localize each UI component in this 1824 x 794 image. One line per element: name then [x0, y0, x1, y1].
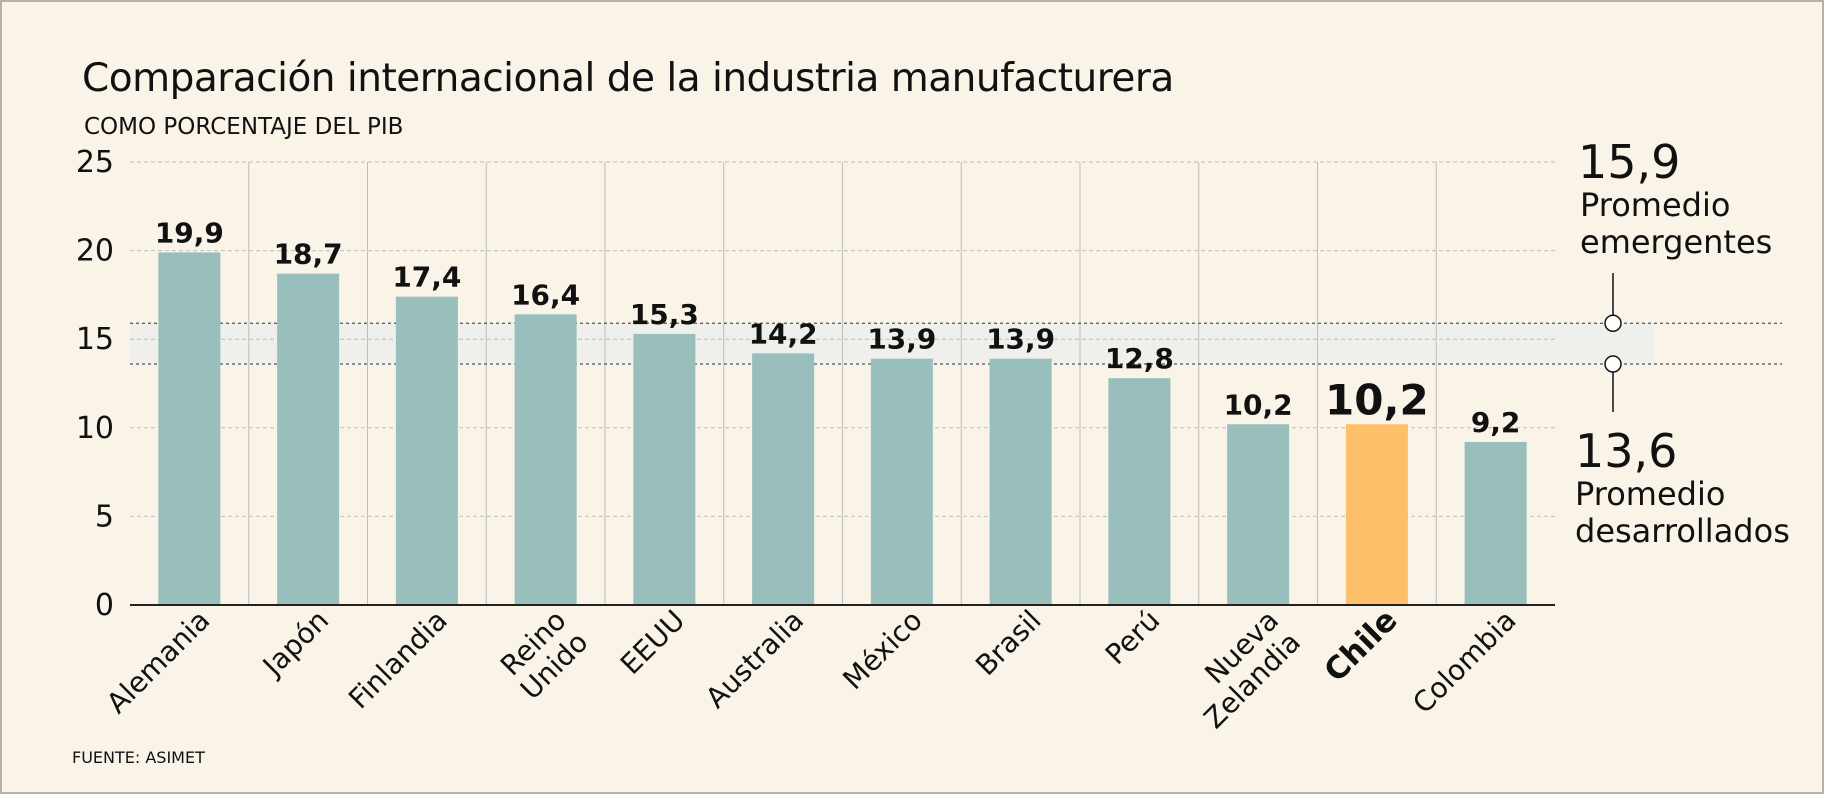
bar-chile	[1345, 424, 1408, 605]
category-label-line: México	[836, 604, 928, 696]
value-label: 18,7	[274, 238, 343, 271]
average-band	[130, 323, 1655, 365]
bar-alemania	[158, 252, 221, 605]
category-label: Colombia	[1406, 604, 1522, 720]
y-tick-label: 5	[95, 499, 114, 534]
bar-perú	[1108, 378, 1171, 605]
category-label: Finlandia	[342, 604, 454, 716]
value-label: 14,2	[749, 317, 818, 350]
category-label: Perú	[1099, 604, 1166, 671]
category-label: Brasil	[969, 604, 1048, 683]
category-label: Japón	[255, 604, 335, 684]
category-label: Chile	[1317, 602, 1404, 689]
category-label-line: Perú	[1099, 604, 1166, 671]
bar-reino-unido	[514, 314, 577, 605]
value-label: 10,2	[1224, 388, 1293, 421]
y-tick-label: 25	[76, 145, 114, 180]
average-value-emergentes: 15,9	[1578, 135, 1680, 189]
marker-desarrollados	[1604, 355, 1622, 373]
category-label: México	[836, 604, 928, 696]
chart-subtitle: COMO PORCENTAJE DEL PIB	[84, 114, 404, 140]
category-label: NuevaZelandia	[1176, 604, 1307, 735]
category-label-line: Finlandia	[342, 604, 454, 716]
marker-emergentes	[1604, 314, 1622, 333]
value-label: 12,8	[1105, 342, 1174, 375]
category-label-line: Brasil	[969, 604, 1048, 683]
value-label: 9,2	[1471, 406, 1521, 439]
bar-eeuu	[633, 333, 696, 605]
y-tick-label: 0	[95, 588, 114, 623]
value-label: 17,4	[392, 261, 461, 294]
source-note: FUENTE: ASIMET	[72, 748, 205, 767]
y-tick-label: 15	[76, 322, 114, 357]
category-label-line: Australia	[699, 604, 810, 715]
average-value-desarrollados: 13,6	[1575, 424, 1677, 478]
value-label: 10,2	[1325, 375, 1429, 424]
category-label-line: Alemania	[100, 604, 216, 720]
value-label: 19,9	[155, 216, 224, 249]
category-label: EEUU	[614, 604, 691, 681]
bar-nueva-zelandia	[1227, 424, 1290, 605]
category-label: ReinoUnido	[492, 604, 594, 706]
y-tick-label: 20	[76, 234, 114, 269]
average-label-emergentes: Promedio	[1580, 186, 1730, 224]
chart-title: Comparación internacional de la industri…	[82, 56, 1174, 101]
value-label: 16,4	[511, 278, 580, 311]
category-label-line: Japón	[255, 604, 335, 684]
y-tick-label: 10	[76, 411, 114, 446]
category-label-line: Colombia	[1406, 604, 1522, 720]
bar-japón	[277, 273, 340, 605]
category-label: Australia	[699, 604, 810, 715]
category-label-line: Chile	[1317, 602, 1404, 689]
value-label: 13,9	[867, 323, 936, 356]
category-label: Alemania	[100, 604, 216, 720]
bar-australia	[752, 353, 815, 605]
average-label-emergentes: emergentes	[1580, 223, 1772, 261]
bar-colombia	[1464, 441, 1527, 605]
bar-brasil	[989, 358, 1052, 605]
average-label-desarrollados: Promedio	[1575, 475, 1725, 513]
value-label: 15,3	[630, 298, 699, 331]
bar-méxico	[870, 358, 933, 605]
value-label: 13,9	[986, 323, 1055, 356]
average-label-desarrollados: desarrollados	[1575, 512, 1790, 550]
category-label-line: EEUU	[614, 604, 691, 681]
bar-finlandia	[395, 296, 458, 605]
